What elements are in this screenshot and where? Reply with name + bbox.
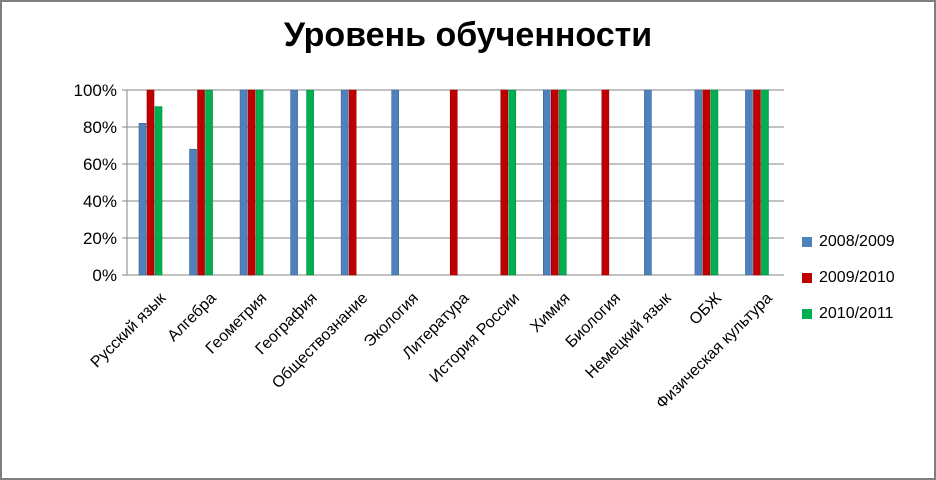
legend-swatch xyxy=(802,309,812,319)
bar-2010/2011 xyxy=(508,89,517,276)
legend-swatch xyxy=(802,273,812,283)
x-category-label: ОБЖ xyxy=(686,290,725,329)
y-tick-label: 80% xyxy=(83,118,117,137)
bar-2008/2009 xyxy=(239,89,248,276)
bar-2010/2011 xyxy=(761,89,769,276)
x-category-label: Химия xyxy=(527,290,573,336)
legend: 2008/2009 2009/2010 2010/2011 xyxy=(802,224,895,332)
bar-2008/2009 xyxy=(694,89,703,276)
bar-2009/2010 xyxy=(247,89,256,276)
y-tick-label: 20% xyxy=(83,229,117,248)
y-tick-label: 40% xyxy=(83,192,117,211)
bar-2009/2010 xyxy=(702,89,711,276)
bar-2008/2009 xyxy=(138,123,147,276)
bar-2008/2009 xyxy=(745,89,753,276)
bar-2010/2011 xyxy=(205,89,213,276)
legend-entry: 2010/2011 xyxy=(802,296,895,332)
legend-swatch xyxy=(802,237,812,247)
bar-2008/2009 xyxy=(543,89,551,276)
bar-2009/2010 xyxy=(197,89,205,276)
bar-2010/2011 xyxy=(559,89,567,276)
bar-2009/2010 xyxy=(551,89,559,276)
x-category-label: История России xyxy=(427,290,523,386)
legend-label: 2010/2011 xyxy=(819,305,894,322)
bar-2010/2011 xyxy=(306,89,314,276)
bar-2009/2010 xyxy=(348,89,357,276)
bar-2010/2011 xyxy=(255,89,264,276)
y-tick-label: 0% xyxy=(92,266,117,285)
bar-2010/2011 xyxy=(710,89,719,276)
x-category-label: Немецкий язык xyxy=(582,289,675,382)
legend-entry: 2009/2010 xyxy=(802,260,895,296)
bar-2008/2009 xyxy=(340,89,349,276)
bar-2009/2010 xyxy=(753,89,761,276)
legend-entry: 2008/2009 xyxy=(802,224,895,260)
bar-2008/2009 xyxy=(290,89,298,276)
bar-2010/2011 xyxy=(154,106,163,276)
y-tick-label: 60% xyxy=(83,155,117,174)
legend-label: 2009/2010 xyxy=(819,269,895,286)
bar-2009/2010 xyxy=(500,89,509,276)
bar-2008/2009 xyxy=(391,89,399,276)
x-category-label: Обществознание xyxy=(269,290,371,392)
bar-2009/2010 xyxy=(146,89,155,276)
legend-label: 2008/2009 xyxy=(819,233,895,250)
bar-2009/2010 xyxy=(449,89,458,276)
chart-title: Уровень обученности xyxy=(283,16,653,54)
y-tick-label: 100% xyxy=(74,81,117,100)
x-category-label: Русский язык xyxy=(88,289,170,371)
bar-2009/2010 xyxy=(601,89,610,276)
bar-2008/2009 xyxy=(189,148,197,276)
bar-2008/2009 xyxy=(644,89,652,276)
